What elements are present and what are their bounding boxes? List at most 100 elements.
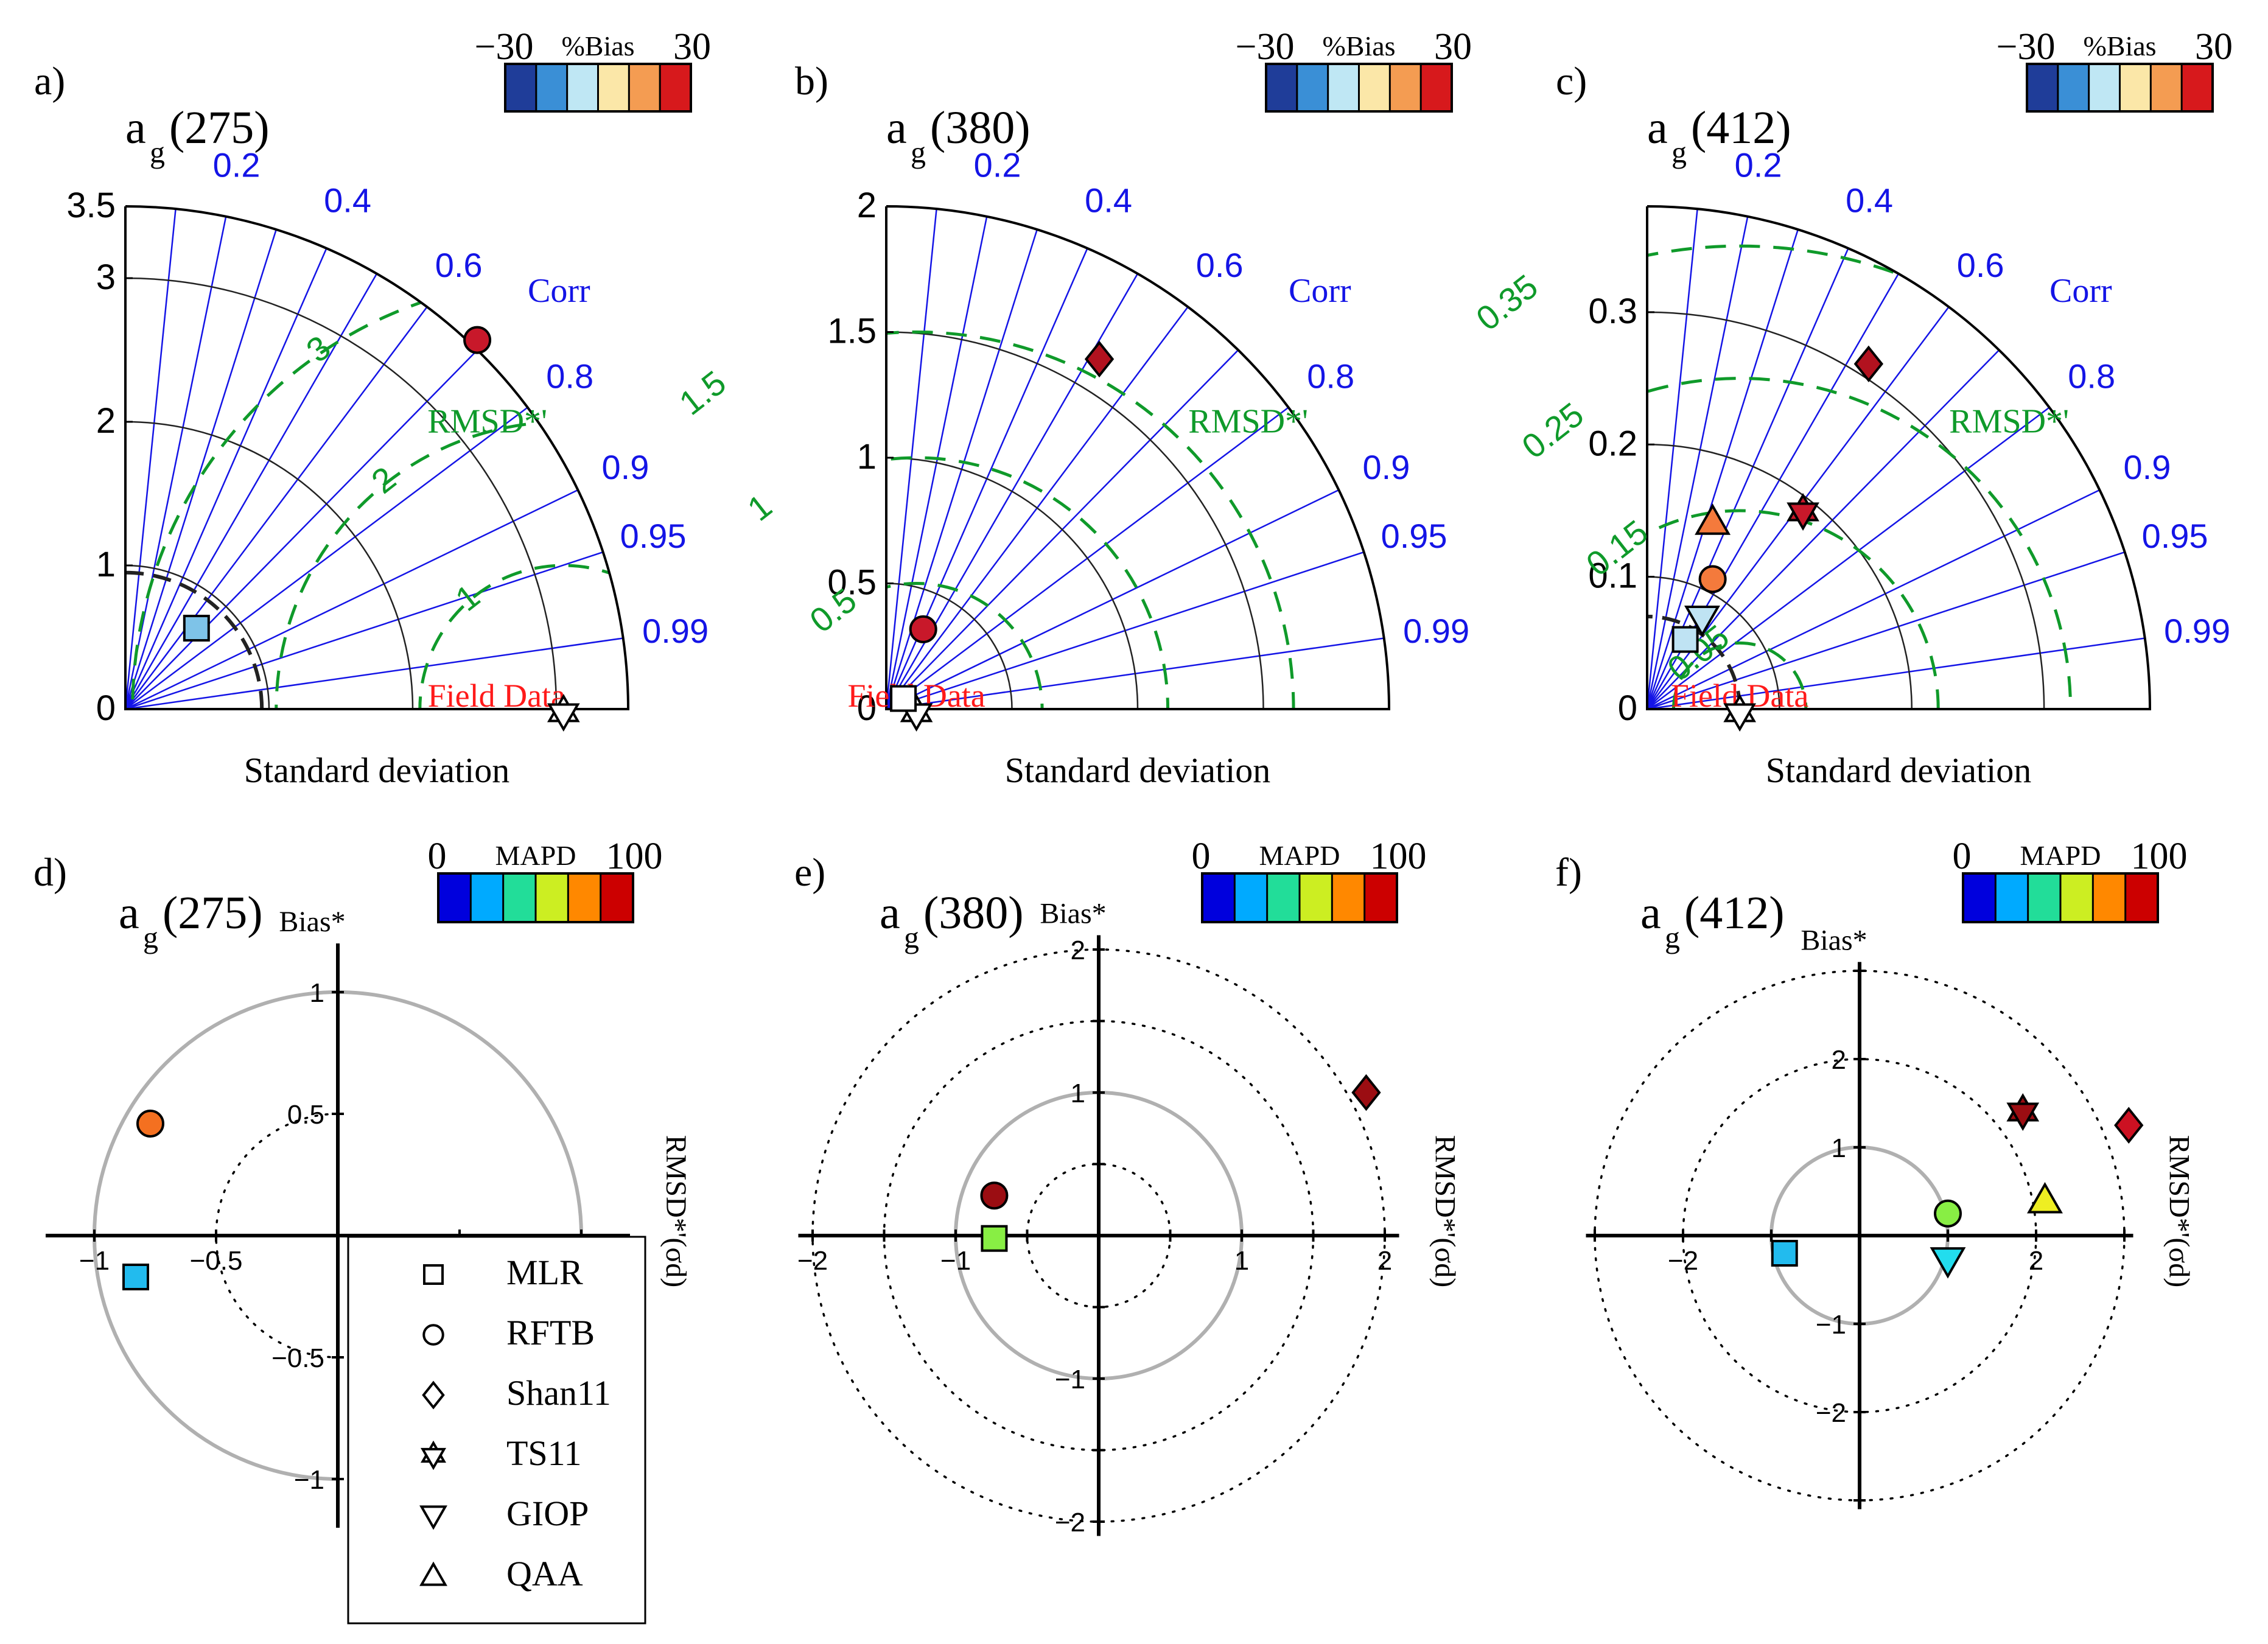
- y-tick-label: 2: [1071, 936, 1085, 965]
- legend-marker-ts11: [420, 1440, 447, 1471]
- y-tick-label: 1: [310, 978, 324, 1008]
- rmsd-axis-title: RMSD*': [427, 403, 547, 441]
- panel-title: a: [1647, 102, 1668, 153]
- colorbar-frame: [504, 63, 692, 113]
- data-point-giop: [1930, 1247, 1966, 1279]
- std-tick-label: 0: [96, 688, 116, 728]
- std-axis-label: Standard deviation: [1005, 750, 1271, 790]
- rmsd-axis-title: RMSD*': [1949, 403, 2069, 441]
- x-tick-label: −1: [940, 1246, 971, 1276]
- panel-label: b): [795, 59, 828, 103]
- colorbar-swatch: [2151, 64, 2182, 111]
- x-tick-label: 1: [1234, 1246, 1249, 1276]
- std-tick-label: 3.5: [66, 186, 116, 225]
- y-tick-label: −2: [1055, 1508, 1085, 1537]
- legend-label: Shan11: [506, 1373, 611, 1413]
- y-tick-label: −1: [1816, 1310, 1846, 1340]
- correlation-line: [1647, 407, 2050, 710]
- std-tick-label: 2: [857, 186, 877, 225]
- rmsd-axis-title: RMSD*': [1188, 403, 1308, 441]
- colorbar: %Bias −30 30: [1236, 26, 1472, 113]
- correlation-line: [1646, 216, 1749, 710]
- data-point-rftb: [1698, 565, 1727, 593]
- correlation-tick-label: 0.95: [2142, 517, 2208, 555]
- panel-title: a: [880, 887, 900, 939]
- panel-title-band: (412): [1691, 102, 1791, 153]
- rmsd-label: 1.5: [672, 363, 733, 422]
- correlation-line: [124, 248, 327, 710]
- rmsd-label: 1: [448, 576, 486, 618]
- correlation-axis-title: Corr: [528, 272, 590, 310]
- reference-std-arc: [125, 570, 264, 710]
- legend-frame: [347, 1236, 646, 1625]
- colorbar-swatch: [2028, 873, 2061, 922]
- correlation-tick-label: 0.9: [602, 448, 649, 486]
- rmsd-axis-label: RMSD*'(σd): [2163, 1135, 2196, 1288]
- field-data-star: [1723, 694, 1757, 732]
- colorbar-swatch: [536, 64, 568, 111]
- x-tick-label: −2: [1668, 1246, 1698, 1276]
- panel-title-subscript: g: [1665, 920, 1680, 954]
- legend-label: MLR: [506, 1253, 583, 1292]
- std-tick-label: 2: [96, 401, 116, 441]
- colorbar-swatch: [629, 64, 660, 111]
- correlation-tick-label: 0.6: [435, 246, 483, 284]
- colorbar-swatch: [2125, 873, 2158, 922]
- colorbar: MAPD 0 100: [1953, 836, 2188, 923]
- correlation-line: [125, 489, 578, 710]
- colorbar-max-label: 100: [1370, 836, 1427, 877]
- data-point-rftb: [1934, 1199, 1962, 1228]
- data-point-ts11: [2006, 1093, 2040, 1132]
- colorbar-swatch: [2119, 64, 2151, 111]
- colorbar-title: %Bias: [2083, 30, 2156, 61]
- colorbar-swatch: [2060, 873, 2093, 922]
- colorbar-min-label: 0: [1953, 836, 1972, 877]
- y-tick-label: −2: [1816, 1398, 1846, 1428]
- taylor-panel-1: 00.511.520.20.40.60.80.90.950.99Corr0.51…: [672, 26, 1472, 790]
- correlation-axis-title: Corr: [2049, 272, 2112, 310]
- colorbar-swatch: [598, 64, 629, 111]
- correlation-line: [124, 229, 277, 710]
- data-point-rftb: [980, 1181, 1009, 1210]
- taylor-panel-0: 01233.50.20.40.60.80.90.950.99Corr123RMS…: [34, 26, 711, 790]
- data-point-rftb: [463, 326, 492, 354]
- colorbar-title: %Bias: [1322, 30, 1395, 61]
- colorbar-title: MAPD: [1259, 840, 1340, 871]
- legend-label: RFTB: [506, 1313, 595, 1352]
- std-circle: [886, 582, 1013, 710]
- data-point-mlr: [122, 1264, 149, 1290]
- data-point-shan11: [2114, 1107, 2144, 1144]
- legend-marker-ts11-b: [420, 1447, 447, 1471]
- correlation-tick-label: 0.2: [213, 146, 261, 184]
- panel-title-subscript: g: [1671, 135, 1687, 169]
- rmsd-arc: [886, 582, 1044, 709]
- correlation-tick-label: 0.4: [1846, 181, 1893, 219]
- correlation-tick-label: 0.99: [642, 612, 709, 650]
- data-point-mlr: [981, 1225, 1008, 1252]
- correlation-line: [125, 407, 528, 710]
- colorbar-swatch: [1332, 873, 1365, 922]
- colorbar-swatch: [1421, 64, 1452, 111]
- data-point-ts11-b: [1787, 502, 1819, 531]
- panel-title-subscript: g: [911, 135, 926, 169]
- legend: MLR RFTB Shan11 TS11 GIOP QAA: [347, 1236, 646, 1625]
- correlation-tick-label: 0.4: [324, 181, 371, 219]
- colorbar-frame: [1265, 63, 1453, 113]
- colorbar-title: %Bias: [561, 30, 634, 61]
- correlation-tick-label: 0.6: [1196, 246, 1244, 284]
- data-point-rftb: [909, 615, 937, 643]
- colorbar-swatch: [1328, 64, 1359, 111]
- field-data-star: [547, 694, 580, 732]
- rmsd-arcs: [1647, 244, 2150, 709]
- y-tick-label: −1: [1055, 1365, 1085, 1394]
- data-point-shan11: [1084, 340, 1115, 378]
- unit-circle-right: [337, 990, 583, 1236]
- legend-marker-rftb: [422, 1324, 444, 1346]
- panel-label: f): [1555, 850, 1582, 895]
- panel-title: a: [1640, 887, 1661, 939]
- legend-marker-mlr: [423, 1264, 444, 1285]
- std-axis-label: Standard deviation: [244, 750, 510, 790]
- colorbar-swatch: [503, 873, 536, 922]
- colorbar-min-label: −30: [1236, 26, 1295, 68]
- correlation-line: [125, 551, 604, 710]
